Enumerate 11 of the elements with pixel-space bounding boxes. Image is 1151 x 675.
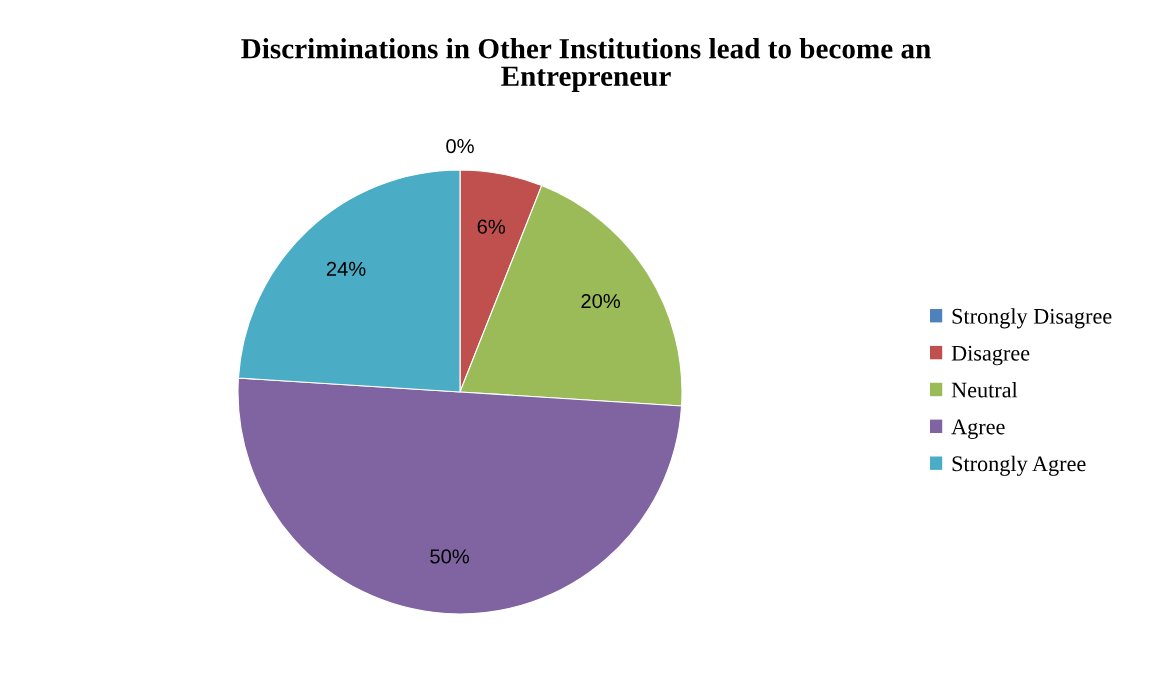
text: 0% xyxy=(446,138,474,154)
legend-label: Strongly Disagree xyxy=(952,308,1112,329)
legend-label: Neutral xyxy=(951,381,1018,398)
legend-label: Strongly Agree xyxy=(952,455,1086,476)
data-label: 6% xyxy=(477,219,506,234)
legend-label: Disagree xyxy=(951,345,1030,366)
data-label: 24% xyxy=(326,261,366,276)
chart-title: Discriminations in Other Institutions lead to become an Entrepreneur xyxy=(241,38,931,92)
legend-label: Agree xyxy=(951,419,1005,439)
data-label: 20% xyxy=(581,293,621,309)
data-label: 50% xyxy=(430,549,469,564)
